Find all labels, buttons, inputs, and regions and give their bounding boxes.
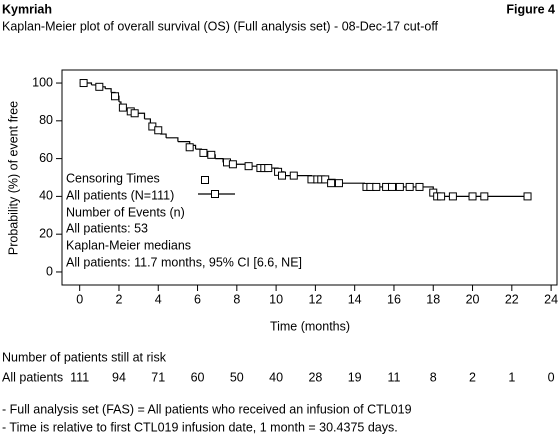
survival-step xyxy=(160,133,167,138)
risk-count: 11 xyxy=(387,370,400,384)
annotation: All patients: 53 xyxy=(66,221,148,235)
footnote: - Time is relative to first CTL019 infus… xyxy=(2,420,398,434)
x-tick-label: 12 xyxy=(308,292,322,306)
censor-marker xyxy=(468,192,477,201)
risk-count: 8 xyxy=(430,370,437,384)
supertitle: Kymriah xyxy=(2,2,52,16)
risk-count: 40 xyxy=(269,370,283,384)
chart-title: Kaplan-Meier plot of overall survival (O… xyxy=(2,19,439,33)
survival-step xyxy=(215,158,224,163)
censor-marker xyxy=(415,182,424,191)
x-tick-label: 0 xyxy=(76,292,83,306)
survival-step xyxy=(136,112,146,119)
censor-marker xyxy=(95,82,104,91)
x-tick-label: 6 xyxy=(194,292,201,306)
censor-marker xyxy=(334,179,343,188)
x-tick-label: 24 xyxy=(544,292,558,306)
x-tick-label: 8 xyxy=(233,292,240,306)
risk-count: 111 xyxy=(70,370,89,384)
censor-marker xyxy=(448,192,457,201)
y-tick-label: 40 xyxy=(39,189,53,203)
legend-label: Censoring Times xyxy=(66,171,160,185)
x-tick-label: 22 xyxy=(505,292,519,306)
legend-marker xyxy=(211,190,219,198)
censor-marker xyxy=(111,92,120,101)
x-tick-label: 18 xyxy=(426,292,440,306)
risk-count: 71 xyxy=(151,370,165,384)
risk-count: 94 xyxy=(112,370,126,384)
censor-marker xyxy=(228,160,237,169)
risk-count: 2 xyxy=(469,370,476,384)
censor-marker xyxy=(154,126,163,135)
censor-marker xyxy=(327,179,336,188)
risk-count: 0 xyxy=(548,370,555,384)
censor-marker xyxy=(199,148,208,157)
x-tick-label: 10 xyxy=(269,292,283,306)
x-tick-label: 20 xyxy=(466,292,480,306)
censor-marker xyxy=(437,192,446,201)
x-tick-label: 14 xyxy=(348,292,362,306)
censor-marker xyxy=(207,150,216,159)
annotation: Kaplan-Meier medians xyxy=(66,238,191,252)
x-tick-label: 4 xyxy=(155,292,162,306)
x-tick-label: 2 xyxy=(115,292,122,306)
censor-marker xyxy=(79,79,88,88)
figure-label: Figure 4 xyxy=(506,2,555,16)
censor-marker xyxy=(118,103,127,112)
risk-count: 1 xyxy=(508,370,515,384)
legend-label: All patients (N=111) xyxy=(66,188,174,202)
annotation: Number of Events (n) xyxy=(66,205,185,219)
y-axis-label: Probability (%) of event free xyxy=(6,101,20,255)
censor-marker xyxy=(264,164,273,173)
y-tick-label: 60 xyxy=(39,151,53,165)
censor-marker xyxy=(372,182,381,191)
risk-title: Number of patients still at risk xyxy=(2,350,167,364)
censor-marker xyxy=(185,143,194,152)
y-tick-label: 0 xyxy=(46,264,53,278)
survival-step xyxy=(105,88,112,93)
x-axis-label: Time (months) xyxy=(270,319,350,333)
censor-marker xyxy=(278,171,286,180)
censor-marker xyxy=(405,182,414,191)
risk-row-label: All patients xyxy=(2,370,63,384)
risk-count: 60 xyxy=(191,370,205,384)
censor-marker xyxy=(388,182,396,191)
survival-step xyxy=(166,137,179,142)
censor-marker xyxy=(395,182,404,191)
risk-count: 28 xyxy=(308,370,322,384)
plot-frame xyxy=(61,69,558,286)
x-tick-label: 16 xyxy=(387,292,401,306)
legend-marker xyxy=(201,176,209,184)
censor-marker xyxy=(480,192,489,201)
censor-marker xyxy=(289,171,298,180)
risk-count: 19 xyxy=(348,370,362,384)
annotation: All patients: 11.7 months, 95% CI [6.6, … xyxy=(66,255,302,269)
censor-marker xyxy=(523,192,532,201)
y-tick-label: 100 xyxy=(32,75,53,89)
censor-marker xyxy=(244,162,253,171)
y-tick-label: 20 xyxy=(39,226,53,240)
censor-marker xyxy=(130,109,139,118)
risk-count: 50 xyxy=(230,370,244,384)
y-tick-label: 80 xyxy=(39,113,53,127)
footnote: - Full analysis set (FAS) = All patients… xyxy=(2,402,412,416)
